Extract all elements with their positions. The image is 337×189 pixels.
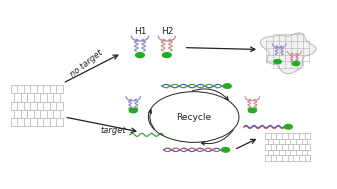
Text: H1: H1 (134, 27, 146, 36)
Circle shape (221, 148, 229, 152)
Text: no target: no target (68, 48, 104, 79)
Text: Recycle: Recycle (176, 112, 211, 122)
Circle shape (135, 53, 144, 57)
Text: H2: H2 (161, 27, 173, 36)
Text: target: target (101, 126, 127, 135)
Circle shape (223, 84, 231, 88)
Circle shape (292, 61, 300, 66)
Circle shape (129, 108, 137, 113)
Circle shape (284, 125, 292, 129)
Circle shape (162, 53, 171, 57)
Circle shape (274, 60, 281, 64)
Polygon shape (261, 33, 316, 74)
Circle shape (248, 108, 256, 113)
